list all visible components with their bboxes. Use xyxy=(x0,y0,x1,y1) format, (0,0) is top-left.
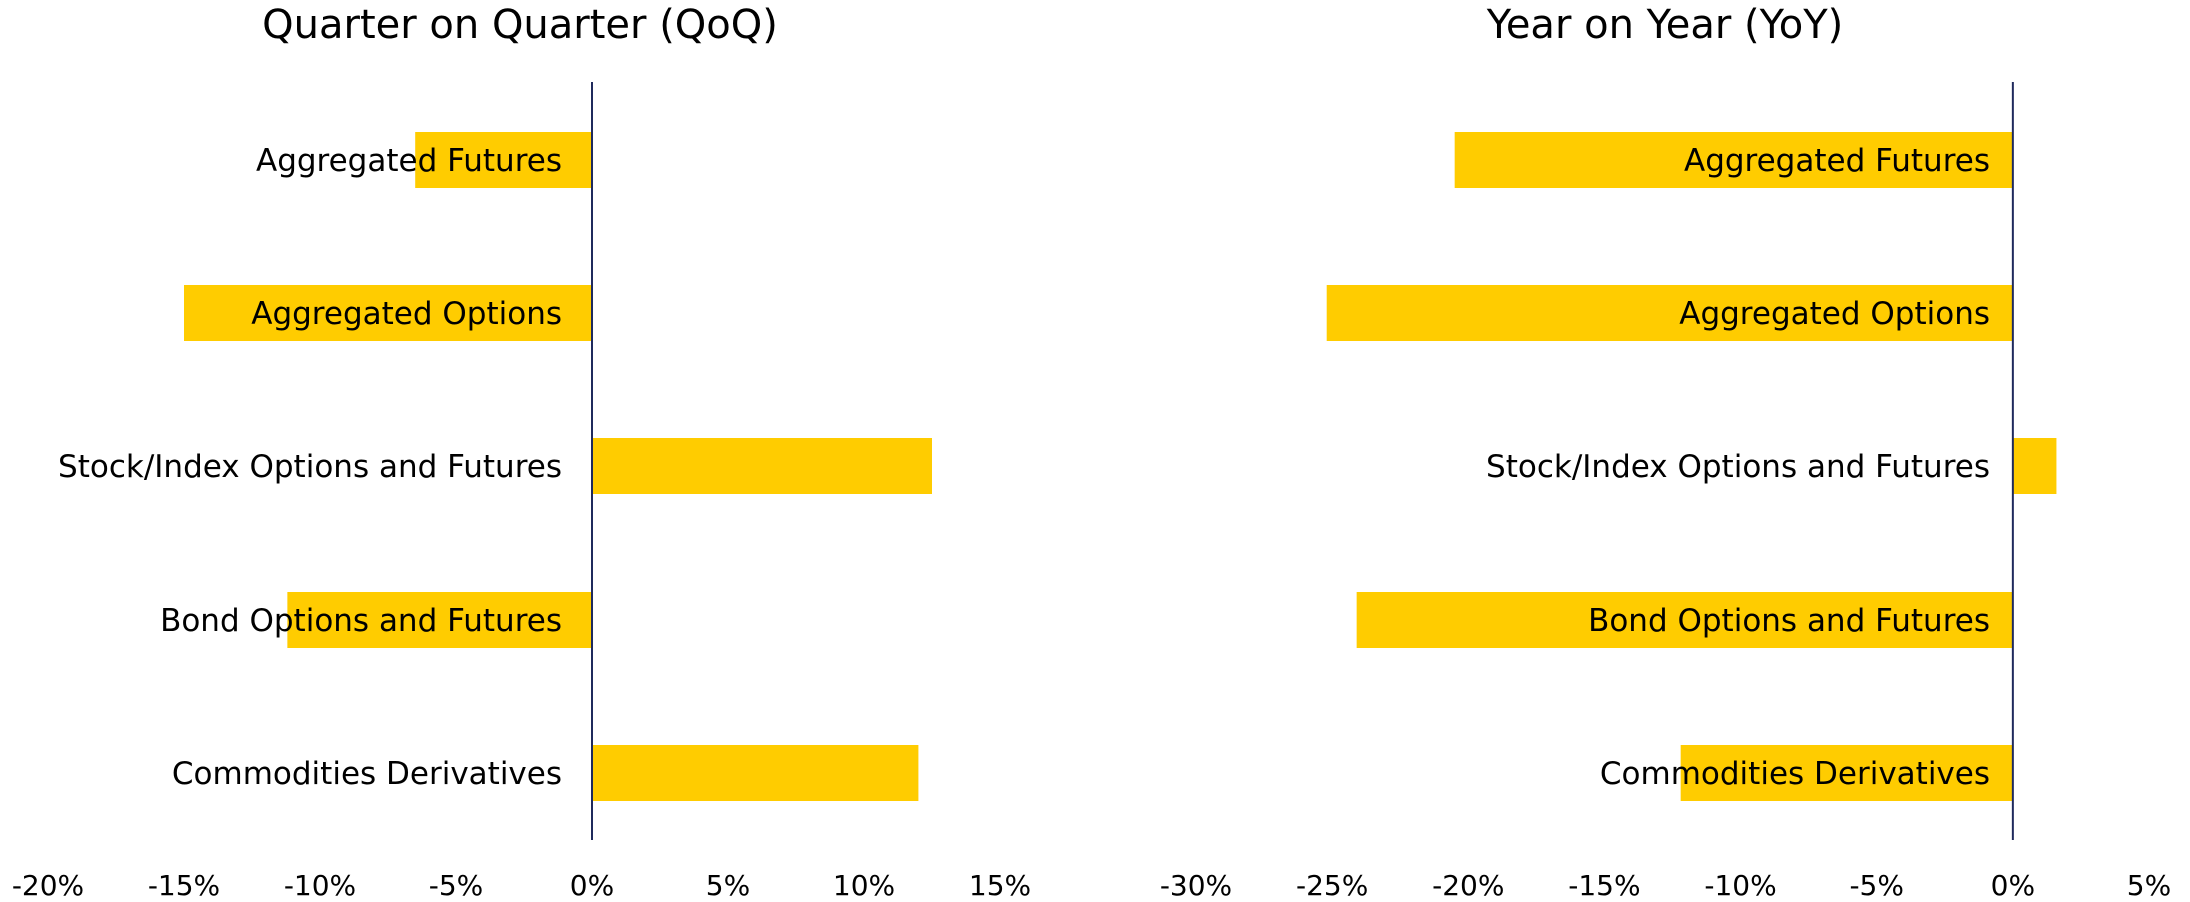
yoy-bar-bond-options-and-futures xyxy=(1356,592,2013,648)
qoq-label-aggregated-futures: Aggregated Futures xyxy=(256,143,562,179)
yoy-tick-label: -15% xyxy=(1568,869,1640,902)
qoq-bar-aggregated-futures xyxy=(415,132,592,188)
qoq-chart-title: Quarter on Quarter (QoQ) xyxy=(262,2,778,48)
qoq-bar-bond-options-and-futures xyxy=(287,592,592,648)
yoy-tick-label: -30% xyxy=(1160,869,1232,902)
qoq-tick-label: 0% xyxy=(570,869,614,902)
qoq-tick-label: -10% xyxy=(284,869,356,902)
qoq-tick-label: 15% xyxy=(969,869,1031,902)
yoy-bars xyxy=(1326,132,2057,801)
qoq-bar-commodities-derivatives xyxy=(592,745,919,801)
qoq-label-commodities-derivatives: Commodities Derivatives xyxy=(172,756,562,792)
yoy-label-stock-index-options-and-futures: Stock/Index Options and Futures xyxy=(1486,449,1990,485)
yoy-category-labels: Aggregated Futures Aggregated Options Stoc… xyxy=(1486,143,1990,792)
yoy-tick-label: -5% xyxy=(1849,869,1904,902)
yoy-label-commodities-derivatives: Commodities Derivatives xyxy=(1600,756,1990,792)
yoy-tick-label: 5% xyxy=(2127,869,2171,902)
yoy-chart: Year on Year (YoY) Aggregated FuturesAgg… xyxy=(1160,2,2171,902)
yoy-chart-title: Year on Year (YoY) xyxy=(1486,2,1844,48)
qoq-chart: Quarter on Quarter (QoQ) Aggregated Futu… xyxy=(12,2,1031,902)
qoq-tick-label: -15% xyxy=(148,869,220,902)
qoq-bar-stock-index-options-and-futures xyxy=(592,438,932,494)
qoq-tick-label: -20% xyxy=(12,869,84,902)
qoq-tick-label: -5% xyxy=(429,869,484,902)
qoq-bar-aggregated-options xyxy=(184,285,592,341)
yoy-tick-label: -25% xyxy=(1296,869,1368,902)
yoy-tick-label: -20% xyxy=(1432,869,1504,902)
qoq-tick-label: 5% xyxy=(706,869,750,902)
qoq-bars xyxy=(184,132,932,801)
yoy-label-aggregated-options: Aggregated Options xyxy=(1679,296,1990,332)
qoq-category-labels: Aggregated Futures Aggregated Options Stoc… xyxy=(58,143,562,792)
yoy-bar-commodities-derivatives xyxy=(1680,745,2013,801)
yoy-bar-stock-index-options-and-futures xyxy=(2012,438,2057,494)
yoy-tick-label: -10% xyxy=(1704,869,1776,902)
yoy-bar-aggregated-options xyxy=(1326,285,2013,341)
yoy-tick-label: 0% xyxy=(1991,869,2035,902)
yoy-label-aggregated-futures: Aggregated Futures xyxy=(1684,143,1990,179)
yoy-x-axis-ticks: -30% -25% -20% -15% -10% -5% 0% 5% xyxy=(1160,869,2171,902)
qoq-label-aggregated-options: Aggregated Options xyxy=(251,296,562,332)
yoy-bar-aggregated-futures xyxy=(1454,132,2013,188)
yoy-label-bond-options-and-futures: Bond Options and Futures xyxy=(1588,603,1990,639)
qoq-label-bond-options-and-futures: Bond Options and Futures xyxy=(160,603,562,639)
qoq-x-axis-ticks: -20% -15% -10% -5% 0% 5% 10% 15% xyxy=(12,869,1031,902)
qoq-tick-label: 10% xyxy=(833,869,895,902)
qoq-label-stock-index-options-and-futures: Stock/Index Options and Futures xyxy=(58,449,562,485)
